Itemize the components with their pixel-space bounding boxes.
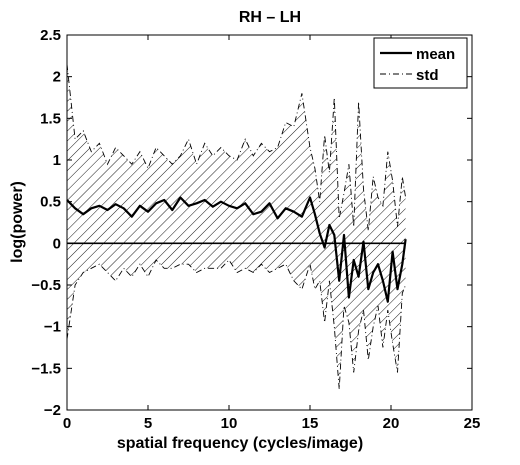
std-lower-line [66,259,407,390]
axes-frame [66,34,473,411]
x-tick-label: 5 [144,415,152,432]
legend-std-label: std [416,67,439,84]
y-tick-label: 2 [53,69,61,86]
y-tick-label: 0.5 [40,194,61,211]
x-tick-label: 0 [63,415,71,432]
y-tick-label: 1.5 [40,110,61,127]
std-band-fill [67,64,406,390]
x-tick-label: 10 [221,415,238,432]
y-tick-label: 1 [53,152,61,169]
mean-line [66,196,407,303]
y-tick-label: −1 [44,319,61,336]
y-tick-label: 2.5 [40,27,61,44]
y-axis-label: log(power) [9,181,26,263]
std-upper-line [66,64,407,231]
y-tick-label: −1.5 [31,360,61,377]
x-tick-label: 15 [302,415,319,432]
legend: mean std [373,37,468,89]
chart-title: RH – LH [239,9,301,26]
x-tick-label: 25 [464,415,481,432]
plot-area: 0 5 10 15 20 25 −2 −1.5 −1 −0.5 0 0.5 1 1.5 2 2.5 [31,27,480,432]
legend-box [373,37,468,89]
x-axis-label: spatial frequency (cycles/image) [117,435,363,452]
y-tick-label: −0.5 [31,277,61,294]
y-tick-label: 0 [53,235,61,252]
legend-mean-label: mean [416,46,455,63]
x-tick-label: 20 [383,415,400,432]
y-tick-label: −2 [44,402,61,419]
